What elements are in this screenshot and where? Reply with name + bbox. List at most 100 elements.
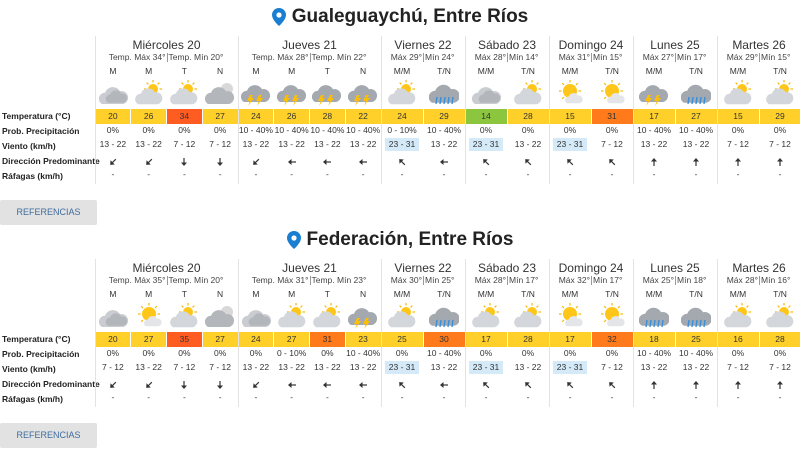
arrow-graphic <box>323 159 332 165</box>
temp-min: Temp. Mín 22° <box>311 52 367 62</box>
weather-icon <box>765 80 795 107</box>
weather-icon <box>723 80 753 107</box>
gusts: - <box>484 392 488 402</box>
precipitation: 10 - 40% <box>310 125 345 135</box>
weather-icon-graphic <box>638 85 669 106</box>
row-label: Ráfagas (km/h) <box>2 394 63 404</box>
arrow-graphic <box>693 158 699 166</box>
precipitation: 10 - 40% <box>346 125 381 135</box>
arrow-graphic <box>609 159 616 166</box>
weather-icon-graphic <box>472 303 500 328</box>
direction-arrow <box>523 377 533 389</box>
gusts: - <box>610 169 614 179</box>
precipitation: 0% <box>178 348 191 358</box>
weather-icon <box>638 80 669 107</box>
precipitation: 0% <box>106 348 120 358</box>
weather-icon <box>276 80 307 107</box>
location-title: Gualeguaychú, Entre Ríos <box>0 5 800 29</box>
precipitation: 0% <box>479 348 493 358</box>
weather-icon-graphic <box>724 303 752 328</box>
precipitation: 0% <box>731 348 745 358</box>
gusts: - <box>254 169 258 179</box>
gusts: - <box>147 392 151 402</box>
gusts: - <box>610 392 614 402</box>
weather-icon-graphic <box>514 303 542 328</box>
weather-icon <box>169 303 199 330</box>
gusts: - <box>652 392 656 402</box>
title-text: Federación, Entre Ríos <box>306 229 514 250</box>
arrow-graphic <box>567 159 574 166</box>
day-name: Martes 26 <box>732 261 786 275</box>
references-button[interactable]: REFERENCIAS <box>0 200 97 225</box>
period-label: T/N <box>689 66 703 76</box>
temperature-cell: 27 <box>202 332 238 347</box>
temperature-cell: 27 <box>131 332 166 347</box>
weather-icon-graphic <box>312 85 342 106</box>
direction-arrow <box>523 154 533 166</box>
temperature-cell: 25 <box>381 332 423 347</box>
period-label: M <box>288 289 296 299</box>
temperature-cell: 34 <box>167 109 202 124</box>
wind: 7 - 12 <box>769 362 791 372</box>
direction-arrow <box>215 154 225 166</box>
precipitation: 10 - 40% <box>346 348 381 358</box>
period-label: N <box>217 66 224 76</box>
period-label: M <box>288 66 296 76</box>
temperature-cell: 30 <box>423 332 465 347</box>
period-label: N <box>217 289 224 299</box>
period-label: M/M <box>645 289 663 299</box>
temperature-cell: 15 <box>549 109 591 124</box>
day-name: Lunes 25 <box>650 261 700 275</box>
weather-icon-graphic <box>638 307 670 328</box>
temperature-cell: 16 <box>717 332 759 347</box>
weather-icon <box>471 303 501 330</box>
arrow-graphic <box>483 159 490 166</box>
temperature-cell: 24 <box>238 109 274 124</box>
temperature-cell: 28 <box>759 332 800 347</box>
day-name: Domingo 24 <box>558 38 624 52</box>
wind: 7 - 12 <box>209 362 231 372</box>
day-name: Miércoles 20 <box>132 261 201 275</box>
period-label: M/M <box>393 66 411 76</box>
weather-icon-graphic <box>98 310 128 327</box>
direction-arrow <box>607 154 617 166</box>
precipitation: 0% <box>106 125 120 135</box>
row-label: Viento (km/h) <box>2 364 56 374</box>
wind: 7 - 12 <box>173 139 196 149</box>
weather-icon-graphic <box>724 80 752 105</box>
wind: 7 - 12 <box>173 362 196 372</box>
direction-arrow <box>649 377 659 389</box>
direction-arrow <box>179 154 189 166</box>
arrow-graphic <box>110 158 117 165</box>
references-button[interactable]: REFERENCIAS <box>0 423 97 448</box>
wind: 13 - 22 <box>278 139 305 149</box>
period-label: M <box>252 66 260 76</box>
temp-max: Temp. Máx 35° <box>108 275 166 285</box>
temperature-cell: 24 <box>238 332 274 347</box>
temperature-cell: 35 <box>167 332 202 347</box>
gusts: - <box>182 169 186 179</box>
temperature-cell: 17 <box>549 332 591 347</box>
weather-icon-graphic <box>241 310 271 327</box>
pin-icon <box>271 8 286 26</box>
direction-arrow <box>565 154 575 166</box>
period-label: T/N <box>605 289 619 299</box>
period-label: N <box>360 66 367 76</box>
period-label: M/M <box>477 66 495 76</box>
direction-arrow <box>108 377 118 388</box>
wind: 13 - 22 <box>314 362 341 372</box>
temp-min: Temp. Mín 20° <box>168 52 224 62</box>
direction-arrow <box>439 377 449 388</box>
arrow-graphic <box>483 382 490 389</box>
wind: 13 - 22 <box>514 362 542 372</box>
row-label: Viento (km/h) <box>2 141 56 151</box>
temp-max: Máx 31° <box>558 52 590 62</box>
weather-icon <box>98 303 128 330</box>
wind: 13 - 22 <box>514 139 542 149</box>
direction-arrow <box>565 377 575 389</box>
period-label: T <box>181 66 187 76</box>
wind: 13 - 22 <box>430 139 458 149</box>
direction-arrow <box>251 154 261 165</box>
temp-min: Mín 17° <box>677 52 707 62</box>
direction-arrow <box>733 154 743 166</box>
